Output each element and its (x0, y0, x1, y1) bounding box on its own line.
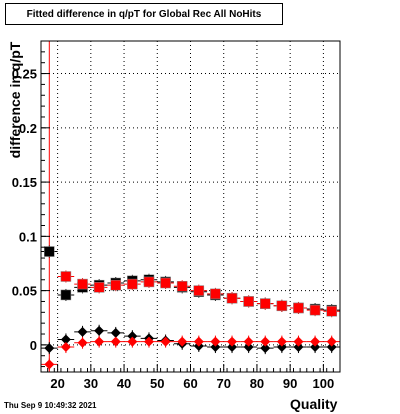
data-point (310, 342, 321, 353)
data-point (110, 336, 121, 347)
data-point (243, 336, 254, 347)
data-point (309, 304, 321, 316)
x-tick-label: 20 (50, 376, 64, 391)
data-point (94, 325, 105, 336)
data-point (276, 336, 287, 347)
data-point (60, 334, 71, 345)
x-tick-label: 40 (117, 376, 131, 391)
data-point (193, 336, 204, 347)
data-point (276, 300, 288, 312)
data-point (160, 277, 171, 289)
data-point (176, 281, 188, 292)
data-point (143, 336, 154, 347)
data-point (93, 282, 105, 293)
data-point (210, 288, 221, 300)
data-point (326, 305, 337, 317)
x-tick-label: 30 (84, 376, 98, 391)
data-point (243, 342, 254, 353)
y-tick-label: 0.25 (12, 67, 37, 82)
data-point (77, 337, 88, 348)
y-tick-label: 0.15 (12, 175, 37, 190)
x-tick-label: 50 (150, 376, 164, 391)
data-point (227, 336, 238, 347)
data-point (44, 246, 55, 257)
y-tick-label: 0.1 (19, 229, 37, 244)
data-point (326, 342, 337, 353)
data-point (210, 336, 221, 347)
data-point (210, 342, 221, 353)
x-tick-label: 80 (250, 376, 264, 391)
data-point (60, 342, 71, 353)
data-point (44, 343, 55, 354)
chart-title: Fitted difference in q/pT for Global Rec… (5, 3, 283, 25)
data-point (293, 302, 304, 314)
data-point (177, 336, 188, 347)
data-point (77, 326, 88, 337)
y-axis-label: difference in q/pT (7, 41, 23, 159)
y-tick-label: 0.2 (19, 121, 37, 136)
data-point (110, 279, 121, 291)
x-tick-label: 60 (183, 376, 197, 391)
x-tick-label: 70 (216, 376, 230, 391)
data-point (193, 285, 205, 296)
data-point (226, 292, 238, 304)
y-tick-label: 0 (30, 338, 37, 353)
data-point (227, 342, 238, 353)
data-point (110, 327, 121, 338)
data-point (293, 342, 304, 353)
data-point (293, 336, 304, 347)
data-point (310, 336, 321, 347)
data-point (127, 331, 138, 342)
data-point (127, 336, 138, 347)
data-point (160, 336, 171, 347)
data-point (260, 343, 271, 354)
x-tick-label: 100 (313, 376, 335, 391)
data-point (60, 289, 72, 301)
x-axis-label: Quality (290, 396, 338, 412)
data-point (260, 336, 271, 347)
data-point (127, 278, 138, 290)
data-point (260, 298, 271, 309)
data-point (326, 336, 337, 347)
data-point (143, 276, 155, 288)
datestamp: Thu Sep 9 10:49:32 2021 (4, 401, 97, 410)
data-point (60, 271, 72, 282)
data-point (243, 296, 254, 307)
data-point (44, 359, 55, 370)
data-point (276, 342, 287, 353)
x-tick-label: 90 (283, 376, 297, 391)
plot-frame (40, 40, 341, 373)
data-point (94, 336, 105, 347)
y-tick-label: 0.05 (12, 284, 37, 299)
data-point (77, 278, 88, 290)
